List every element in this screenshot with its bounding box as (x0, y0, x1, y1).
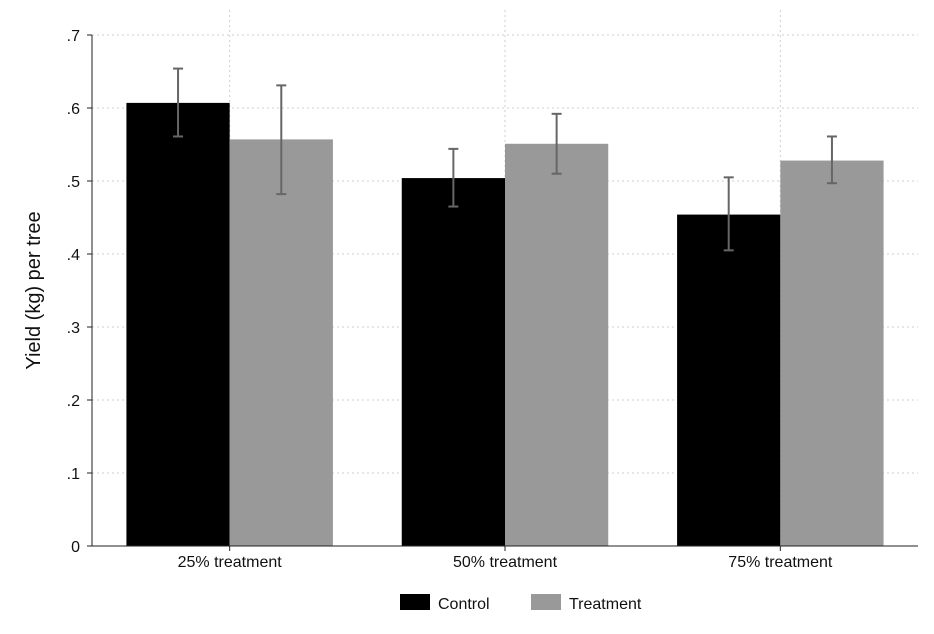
error-bars (173, 67, 837, 252)
y-tick-label: .7 (67, 28, 80, 45)
legend: Control Treatment (400, 594, 642, 613)
y-tick-label: .5 (67, 174, 80, 191)
error-bar-treatment-1 (276, 84, 287, 196)
bar-control-3 (677, 214, 781, 546)
bars (126, 102, 884, 546)
error-bar-treatment-3 (826, 135, 837, 185)
bar-treatment-1 (229, 139, 333, 546)
x-tick-label: 75% treatment (728, 554, 833, 571)
bar-control-1 (126, 102, 230, 546)
y-tick-label: .3 (67, 320, 80, 337)
y-axis-title: Yield (kg) per tree (23, 211, 45, 369)
legend-label: Control (438, 596, 490, 613)
legend-swatch (400, 594, 430, 610)
error-bar-control-2 (448, 147, 459, 208)
y-tick-label: .6 (67, 101, 80, 118)
error-bar-control-3 (723, 176, 734, 252)
legend-label: Treatment (569, 596, 642, 613)
bar-treatment-2 (505, 143, 609, 546)
x-tick-label: 50% treatment (453, 554, 558, 571)
x-tick-label: 25% treatment (178, 554, 283, 571)
y-tick-labels: 0 .1 .2 .3 .4 .5 .6 .7 (67, 28, 92, 556)
y-tick-label: 0 (71, 539, 80, 556)
x-tick-labels: 25% treatment 50% treatment 75% treatment (178, 546, 833, 571)
bar-control-2 (401, 178, 505, 546)
bar-treatment-3 (780, 160, 884, 546)
legend-swatch (531, 594, 561, 610)
legend-item-treatment: Treatment (531, 594, 642, 613)
y-tick-label: .1 (67, 466, 80, 483)
y-tick-label: .2 (67, 393, 80, 410)
legend-item-control: Control (400, 594, 490, 613)
y-tick-label: .4 (67, 247, 80, 264)
error-bar-control-1 (173, 67, 184, 138)
error-bar-treatment-2 (551, 112, 562, 175)
